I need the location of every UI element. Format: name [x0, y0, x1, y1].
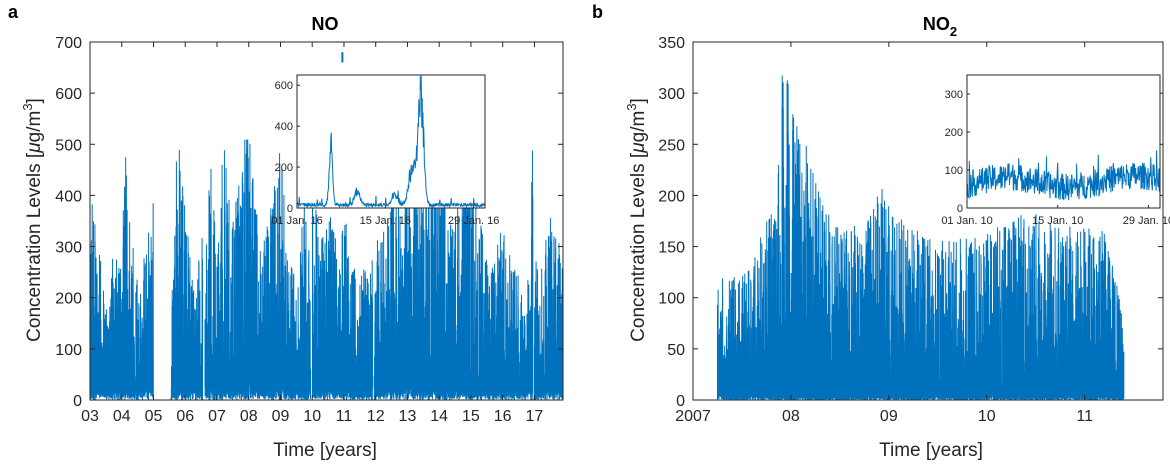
y-axis-label-b: Concentration Levels [μg/m3] — [624, 98, 649, 342]
inset-y-tick-label-b: 0 — [957, 203, 963, 215]
x-tick-label-a: 08 — [240, 408, 258, 425]
y-tick-label-b: 100 — [658, 291, 685, 308]
x-tick-label-a: 11 — [336, 408, 353, 425]
inset-y-tick-label-a: 0 — [287, 203, 293, 215]
x-tick-label-a: 03 — [81, 408, 99, 425]
inset-x-tick-label-a: 29 Jan. 16 — [448, 215, 499, 227]
x-tick-label-a: 16 — [494, 408, 512, 425]
axes-frame-a — [89, 41, 564, 401]
panel-label-a: a — [8, 2, 19, 22]
y-tick-label-a: 700 — [55, 35, 82, 52]
x-tick-label-a: 10 — [303, 408, 321, 425]
inset-frame-b — [966, 74, 1161, 209]
y-tick-label-b: 0 — [676, 393, 685, 410]
panel-label-b: b — [592, 2, 603, 22]
x-tick-label-a: 17 — [526, 408, 544, 425]
inset-x-tick-label-b: 01 Jan. 10 — [941, 215, 992, 227]
x-tick-label-a: 09 — [272, 408, 290, 425]
inset-frame-a — [296, 74, 486, 209]
x-tick-label-a: 12 — [367, 408, 385, 425]
y-tick-label-b: 250 — [658, 137, 685, 154]
x-tick-label-a: 06 — [176, 408, 194, 425]
plot-area-a — [89, 41, 564, 401]
y-tick-label-a: 600 — [55, 86, 82, 103]
plot-area-b — [692, 41, 1164, 401]
y-tick-label-b: 300 — [658, 86, 685, 103]
inset-y-tick-label-b: 200 — [945, 127, 963, 139]
y-axis-label-a: Concentration Levels [μg/m3] — [20, 98, 45, 342]
y-tick-label-b: 50 — [667, 342, 685, 359]
inset-x-tick-label-a: 01 Jan. 16 — [271, 215, 322, 227]
y-tick-label-a: 500 — [55, 137, 82, 154]
inset-y-tick-label-a: 600 — [275, 80, 293, 92]
inset-y-tick-label-b: 300 — [945, 89, 963, 101]
x-tick-label-a: 05 — [145, 408, 163, 425]
inset-y-tick-label-b: 100 — [945, 165, 963, 177]
x-ticks-a: 03 04 05 06 07 08 09 10 11 12 13 14 15 16 17 — [81, 42, 543, 425]
x-tick-label-a: 07 — [208, 408, 226, 425]
x-tick-label-b: 09 — [880, 408, 898, 425]
axes-frame-b — [692, 41, 1164, 401]
x-axis-label-b: Time [years] — [879, 440, 983, 461]
y-ticks-a: 0 100 200 300 400 500 600 700 — [55, 35, 563, 410]
y-tick-label-a: 200 — [55, 291, 82, 308]
x-tick-label-a: 15 — [462, 408, 480, 425]
y-ticks-b: 0 50 100 150 200 250 300 350 — [658, 35, 1163, 410]
y-tick-label-b: 150 — [658, 240, 685, 257]
y-tick-label-a: 300 — [55, 240, 82, 257]
x-tick-label-b: 11 — [1076, 408, 1093, 425]
y-tick-label-a: 0 — [73, 393, 82, 410]
y-tick-label-b: 350 — [658, 35, 685, 52]
x-tick-label-a: 13 — [399, 408, 417, 425]
y-tick-label-a: 400 — [55, 188, 82, 205]
series-line-a — [89, 138, 564, 401]
x-tick-label-b: 2007 — [675, 408, 711, 425]
inset-a: 0 200 400 600 01 Jan. 16 15 Jan. 16 29 Jan. 16 — [271, 74, 499, 227]
inset-y-tick-label-a: 200 — [275, 162, 293, 174]
x-axis-label-a: Time [years] — [273, 440, 377, 461]
inset-b: 0 100 200 300 01 Jan. 10 15 Jan. 10 29 Jan. 10 — [941, 74, 1170, 227]
chart-title-no2: NO2 — [923, 14, 957, 39]
x-ticks-b: 2007 08 09 10 11 — [675, 42, 1093, 425]
inset-background-a — [297, 75, 485, 208]
x-tick-label-b: 10 — [978, 408, 996, 425]
inset-x-tick-label-b: 15 Jan. 10 — [1032, 215, 1083, 227]
y-tick-label-b: 200 — [658, 188, 685, 205]
inset-y-tick-label-a: 400 — [275, 121, 293, 133]
x-tick-label-b: 08 — [782, 408, 800, 425]
inset-series-line-a — [296, 74, 486, 209]
panel-b: b NO2 0 50 100 150 200 250 300 350 2007 08 09 10 11… — [592, 2, 1170, 461]
inset-series-line-b — [966, 150, 1161, 201]
series-line-b — [716, 75, 1125, 401]
chart-title-no: NO — [312, 14, 339, 34]
inset-x-tick-label-b: 29 Jan. 10 — [1123, 215, 1170, 227]
x-tick-label-a: 04 — [113, 408, 131, 425]
inset-x-tick-label-a: 15 Jan. 16 — [360, 215, 411, 227]
x-tick-label-a: 14 — [430, 408, 448, 425]
y-tick-label-a: 100 — [55, 342, 82, 359]
